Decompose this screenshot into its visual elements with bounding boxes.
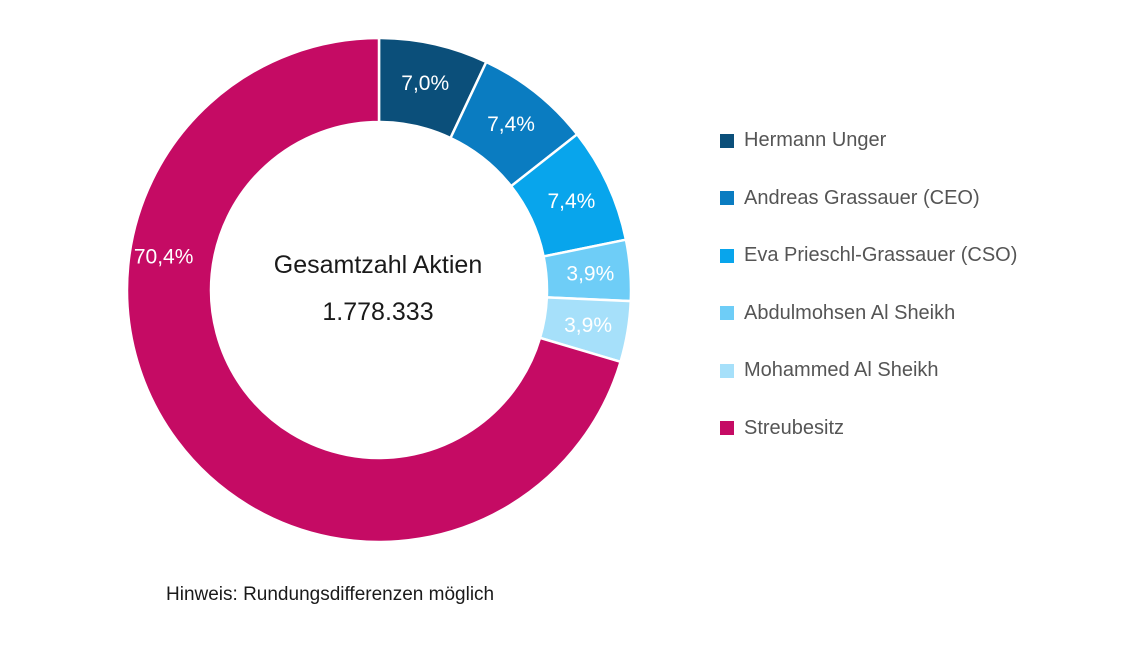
legend-swatch <box>720 363 734 378</box>
legend-swatch <box>720 306 734 321</box>
slice-label-5: 70,4% <box>134 245 194 268</box>
donut-slice-5 <box>125 36 623 544</box>
legend-label: Mohammed Al Sheikh <box>744 359 939 382</box>
legend-label: Hermann Unger <box>744 129 887 152</box>
slice-label-4: 3,9% <box>564 314 612 337</box>
legend-swatch <box>720 421 734 436</box>
legend-label: Andreas Grassauer (CEO) <box>744 186 980 209</box>
footnote: Hinweis: Rundungsdifferenzen möglich <box>166 584 495 605</box>
legend-label: Streubesitz <box>744 416 845 439</box>
legend-item-hermann-unger: Hermann Unger <box>720 112 1017 170</box>
legend-label: Abdulmohsen Al Sheikh <box>744 301 956 324</box>
legend-swatch <box>720 191 734 206</box>
legend-item-streubesitz: Streubesitz <box>720 400 1017 458</box>
center-title: Gesamtzahl Aktien <box>274 251 482 279</box>
legend-swatch <box>720 133 734 148</box>
legend-item-eva-prieschl-grassauer: Eva Prieschl-Grassauer (CSO) <box>720 227 1017 285</box>
slice-label-0: 7,0% <box>401 72 449 95</box>
slice-labels: 7,0% 7,4% 7,4% 3,9% 3,9% 70,4% <box>134 72 614 337</box>
center-value: 1.778.333 <box>322 298 433 326</box>
legend-item-abdulmohsen-al-sheikh: Abdulmohsen Al Sheikh <box>720 285 1017 343</box>
slice-label-3: 3,9% <box>566 262 614 285</box>
donut-slices <box>125 36 633 544</box>
slice-label-2: 7,4% <box>547 190 595 213</box>
legend-item-mohammed-al-sheikh: Mohammed Al Sheikh <box>720 342 1017 400</box>
slice-label-1: 7,4% <box>487 113 535 136</box>
chart-legend: Hermann Unger Andreas Grassauer (CEO) Ev… <box>720 112 1017 457</box>
legend-label: Eva Prieschl-Grassauer (CSO) <box>744 244 1018 267</box>
legend-swatch <box>720 248 734 263</box>
legend-item-andreas-grassauer: Andreas Grassauer (CEO) <box>720 170 1017 228</box>
